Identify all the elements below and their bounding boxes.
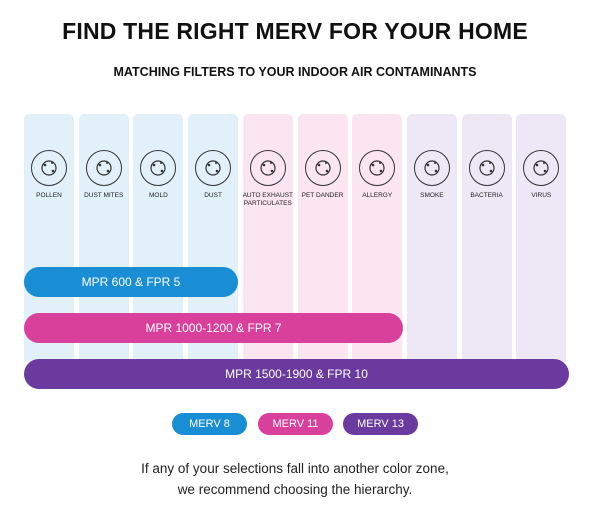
legend-pill: MERV 13 (343, 413, 418, 435)
filter-bar: MPR 1500-1900 & FPR 10 (24, 359, 569, 389)
legend-pill: MERV 8 (172, 413, 247, 435)
icon-glyph (478, 160, 495, 176)
filter-bar: MPR 1000-1200 & FPR 7 (24, 313, 403, 343)
footer-line: If any of your selections fall into anot… (141, 461, 449, 476)
contaminant-icon (195, 150, 232, 186)
subtitle: MATCHING FILTERS TO YOUR INDOOR AIR CONT… (113, 65, 477, 79)
contaminant-icon (413, 150, 450, 186)
icon-glyph (369, 160, 385, 176)
contaminant-label: PET DANDER (301, 192, 344, 199)
title: FIND THE RIGHT MERV FOR YOUR HOME (62, 18, 528, 44)
contaminant-label: ALLERGY (362, 192, 393, 199)
contaminant-label: AUTO EXHAUST PARTICULATES (242, 192, 294, 207)
icon-glyph (314, 160, 331, 176)
contaminant-label: SMOKE (420, 192, 444, 199)
contaminant-label: MOLD (149, 192, 168, 199)
footer-line: we recommend choosing the hierarchy. (177, 482, 413, 497)
contaminant-icon (468, 150, 505, 186)
contaminant-icon (304, 150, 341, 186)
contaminant-icon (359, 150, 396, 186)
icon-glyph (205, 160, 221, 176)
contaminant-icon (85, 150, 122, 186)
contaminant-icon (31, 150, 67, 186)
filter-bar: MPR 600 & FPR 5 (24, 267, 238, 297)
contaminant-icon (249, 150, 286, 186)
contaminant-icon (523, 150, 560, 186)
contaminant-label: BACTERIA (470, 192, 503, 199)
icon-glyph (533, 160, 549, 176)
legend-pill: MERV 11 (258, 413, 333, 435)
contaminant-label: DUST MITES (84, 192, 124, 199)
contaminant-label: DUST (204, 192, 222, 199)
icon-glyph (96, 160, 112, 176)
contaminant-label: POLLEN (36, 192, 62, 199)
icon-glyph (150, 160, 166, 176)
icon-glyph (260, 160, 276, 176)
icon-glyph (424, 160, 440, 176)
contaminant-icon (140, 150, 177, 186)
contaminant-label: VIRUS (531, 192, 552, 199)
icon-glyph (41, 160, 57, 176)
